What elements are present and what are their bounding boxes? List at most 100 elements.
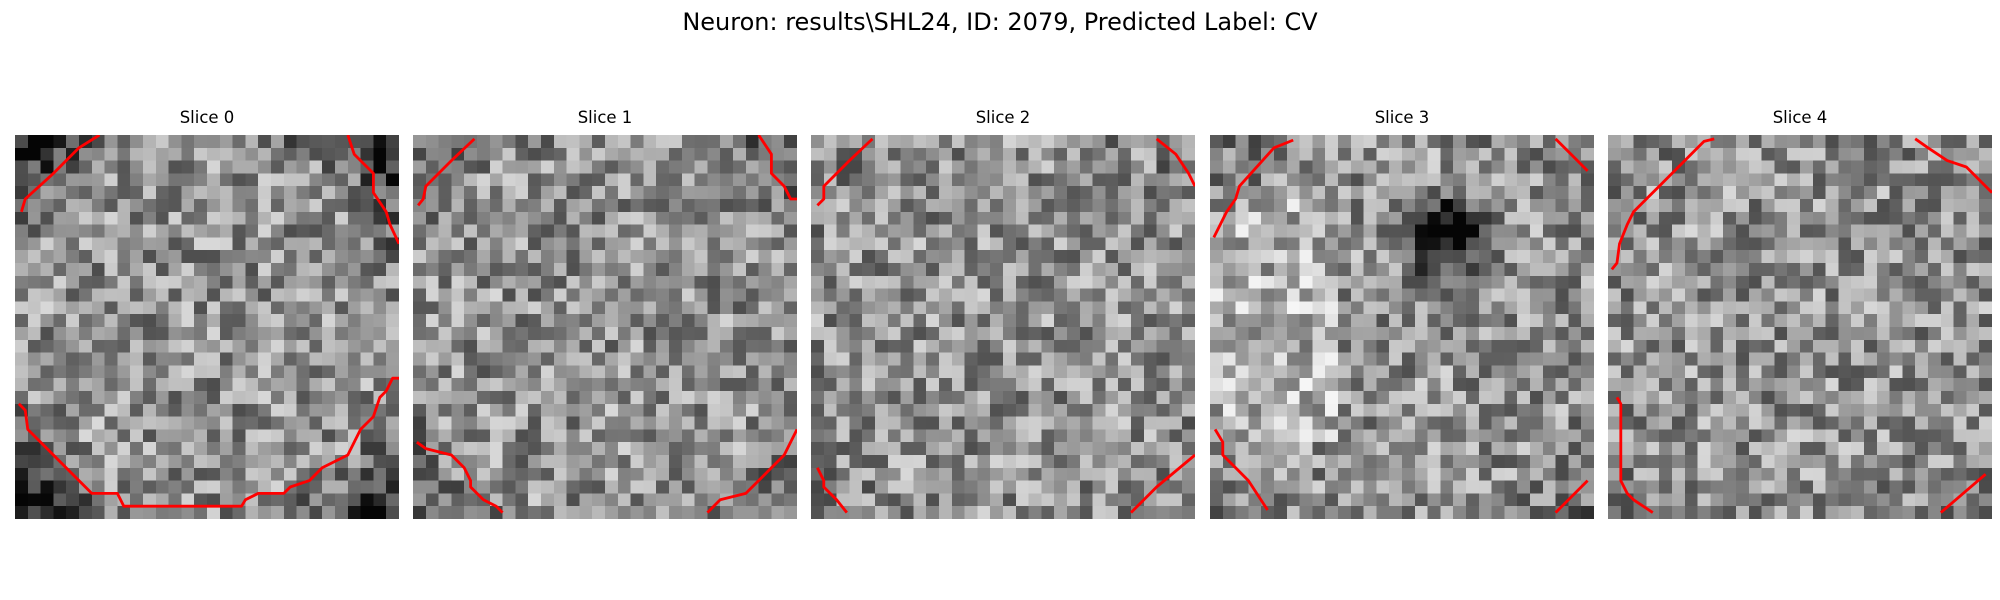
voxel [1156, 493, 1170, 507]
voxel [849, 173, 863, 187]
voxel [1825, 416, 1839, 430]
voxel [1440, 352, 1454, 366]
voxel [964, 147, 978, 161]
voxel [951, 391, 965, 405]
voxel [1453, 160, 1467, 174]
voxel [1608, 506, 1622, 519]
voxel [605, 416, 619, 430]
slice-image-4 [1608, 135, 1992, 519]
voxel [1261, 416, 1275, 430]
voxel [1092, 416, 1106, 430]
voxel [1633, 442, 1647, 456]
voxel [913, 442, 927, 456]
voxel [1169, 455, 1183, 469]
voxel [1143, 275, 1157, 289]
voxel [1812, 391, 1826, 405]
voxel [887, 327, 901, 341]
voxel [1440, 135, 1454, 149]
voxel [1864, 455, 1878, 469]
voxel [1774, 480, 1788, 494]
voxel [1876, 275, 1890, 289]
voxel [1363, 416, 1377, 430]
voxel [258, 339, 272, 353]
voxel [1054, 493, 1068, 507]
voxel [1414, 480, 1428, 494]
voxel [1079, 301, 1093, 315]
voxel [1953, 199, 1967, 213]
voxel [605, 352, 619, 366]
voxel [1748, 365, 1762, 379]
voxel [1325, 275, 1339, 289]
voxel [1851, 314, 1865, 328]
voxel [1092, 442, 1106, 456]
voxel [1156, 160, 1170, 174]
voxel [1299, 339, 1313, 353]
voxel [862, 250, 876, 264]
voxel [335, 186, 349, 200]
voxel [990, 288, 1004, 302]
voxel [309, 275, 323, 289]
voxel [1684, 250, 1698, 264]
voxel [1466, 339, 1480, 353]
voxel [181, 199, 195, 213]
voxel [15, 314, 29, 328]
voxel [413, 455, 427, 469]
voxel [1697, 506, 1711, 519]
voxel [1633, 327, 1647, 341]
voxel [977, 442, 991, 456]
voxel [117, 403, 131, 417]
voxel [1504, 288, 1518, 302]
voxel [875, 288, 889, 302]
voxel [566, 467, 580, 481]
voxel [1748, 186, 1762, 200]
voxel [91, 147, 105, 161]
voxel [1067, 365, 1081, 379]
voxel [1851, 506, 1865, 519]
voxel [283, 147, 297, 161]
voxel [1979, 493, 1992, 507]
voxel [630, 224, 644, 238]
voxel [1940, 237, 1954, 251]
voxel [900, 391, 914, 405]
voxel [360, 442, 374, 456]
voxel [1054, 263, 1068, 277]
voxel [1015, 288, 1029, 302]
voxel [66, 327, 80, 341]
voxel [617, 135, 631, 149]
voxel [1800, 173, 1814, 187]
voxel [1143, 416, 1157, 430]
voxel [1800, 199, 1814, 213]
voxel [232, 365, 246, 379]
voxel [143, 263, 157, 277]
voxel [977, 314, 991, 328]
voxel [1299, 224, 1313, 238]
voxel [1427, 442, 1441, 456]
voxel [1697, 455, 1711, 469]
voxel [502, 506, 516, 519]
voxel [104, 199, 118, 213]
voxel [630, 250, 644, 264]
voxel [181, 147, 195, 161]
voxel [1568, 327, 1582, 341]
voxel [309, 378, 323, 392]
voxel [219, 211, 233, 225]
voxel [1928, 339, 1942, 353]
voxel [1156, 301, 1170, 315]
voxel [528, 237, 542, 251]
voxel [335, 429, 349, 443]
voxel [1633, 378, 1647, 392]
voxel [271, 506, 285, 519]
voxel [1478, 480, 1492, 494]
voxel [1633, 455, 1647, 469]
voxel [1748, 339, 1762, 353]
voxel [1118, 250, 1132, 264]
voxel [630, 173, 644, 187]
voxel [232, 480, 246, 494]
voxel [617, 237, 631, 251]
voxel [1453, 391, 1467, 405]
voxel [1478, 378, 1492, 392]
voxel [733, 442, 747, 456]
voxel [643, 429, 657, 443]
voxel [1940, 455, 1954, 469]
voxel [900, 506, 914, 519]
